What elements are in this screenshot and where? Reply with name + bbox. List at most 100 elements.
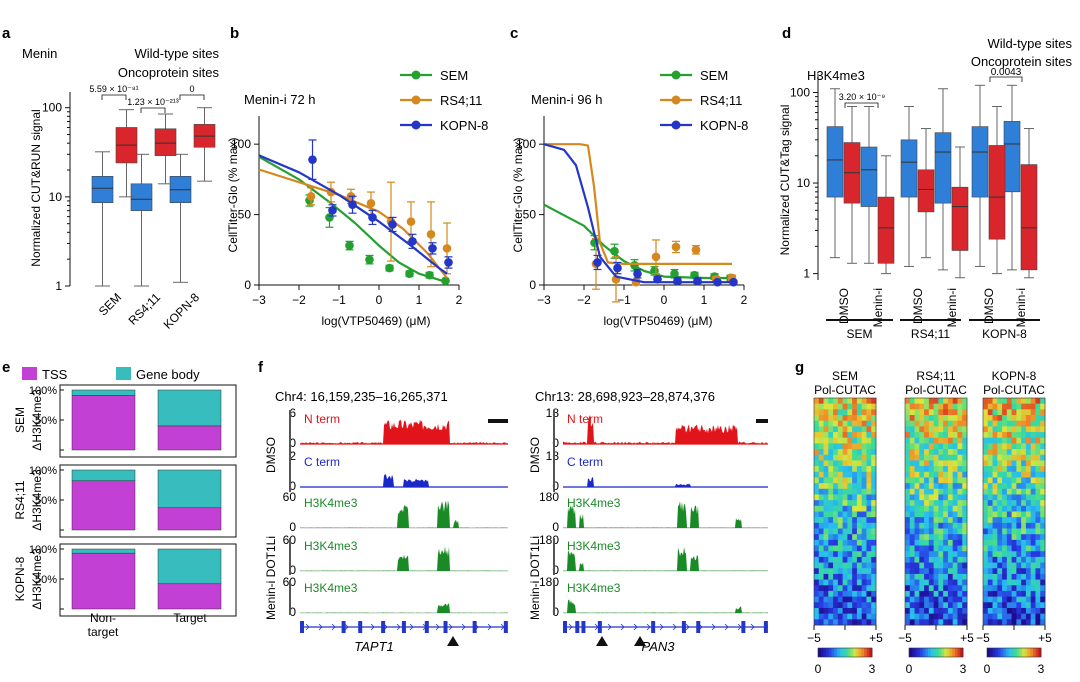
tss-marker-1-0	[596, 636, 608, 646]
heatmap-cell	[833, 398, 839, 405]
heatmap-cell	[847, 477, 853, 484]
heatmap-cell	[833, 460, 839, 467]
heatmap-cell	[947, 420, 954, 427]
heatmap-cell	[987, 517, 993, 524]
heatmap-cell	[905, 613, 911, 620]
heatmap-cell	[914, 562, 920, 569]
heatmap-xlabel-min-2: −5	[976, 631, 990, 645]
heatmap-cell	[823, 613, 829, 620]
heatmap-cell	[924, 534, 930, 541]
track-scale-1-0: 18	[546, 406, 560, 420]
heatmap-cell	[823, 539, 829, 546]
colorbar-segment	[869, 648, 873, 657]
heatmap-cell	[1040, 602, 1046, 609]
heatmap-cell	[905, 409, 911, 416]
heatmap-cell	[1040, 437, 1046, 444]
heatmap-cell	[1016, 500, 1022, 507]
b-point-rs4-11-0	[306, 191, 316, 201]
heatmap-cell	[818, 556, 824, 563]
heatmap-cell	[1025, 488, 1032, 495]
heatmap-cell	[1016, 505, 1022, 512]
heatmap-cell	[1006, 573, 1013, 580]
heatmap-cell	[1025, 466, 1032, 473]
heatmap-cell	[992, 539, 998, 546]
heatmap-cell	[962, 432, 968, 439]
heatmap-cell	[938, 596, 944, 603]
row-e-label-2: KOPN-8	[13, 556, 27, 601]
heatmap-cell	[938, 505, 944, 512]
track-zero-1-2: 0	[552, 520, 559, 534]
heatmap-cell	[828, 579, 834, 586]
heatmap-cell	[914, 403, 920, 410]
heatmap-cell	[1040, 432, 1046, 439]
heatmap-cell	[962, 534, 968, 541]
heatmap-cell	[823, 585, 829, 592]
heatmap-cell	[1002, 534, 1008, 541]
heatmap-cell	[842, 483, 848, 490]
heatmap-cell	[856, 607, 863, 615]
heatmap-cell	[823, 562, 829, 569]
heatmap-cell	[919, 528, 925, 535]
heatmap-cell	[957, 477, 963, 484]
heatmap-cell	[919, 551, 925, 558]
heatmap-cell	[861, 420, 867, 427]
heatmap-cell	[952, 573, 958, 580]
heatmap-cell	[856, 466, 863, 473]
heatmap-cell	[962, 585, 968, 592]
b-yticklabel-1: 50	[238, 208, 252, 222]
heatmap-cell	[957, 494, 963, 501]
heatmap-cell	[1021, 449, 1027, 456]
colorbar-segment	[941, 648, 945, 657]
heatmap-cell	[924, 415, 930, 422]
heatmap-cell	[905, 460, 911, 467]
heatmap-cell	[909, 511, 915, 518]
heatmap-cell	[919, 545, 925, 552]
heatmap-cell	[962, 602, 968, 609]
row-e-sublabel-0: ΔH3K4me3	[30, 389, 44, 451]
colorbar-segment	[842, 648, 846, 657]
heatmap-cell	[938, 579, 944, 586]
heatmap-cell	[852, 573, 858, 580]
heatmap-cell	[943, 596, 949, 603]
gene-exon-1-4	[651, 621, 656, 633]
heatmap-cell	[1021, 607, 1027, 615]
heatmap-cell	[1040, 596, 1046, 603]
heatmap-cell	[962, 471, 968, 478]
c-point-kopn-8-0	[593, 258, 602, 267]
heatmap-cell	[957, 415, 963, 422]
colorbar-segment	[919, 648, 923, 657]
heatmap-cell	[1030, 415, 1036, 422]
heatmap-cell	[866, 500, 872, 507]
heatmap-cell	[933, 528, 939, 535]
heatmap-cell	[987, 613, 993, 620]
heatmap-xlabel-min-0: −5	[807, 631, 821, 645]
heatmap-cell	[924, 579, 930, 586]
heatmap-cell	[852, 602, 858, 609]
heatmap-cell	[905, 619, 911, 626]
heatmap-cell	[938, 488, 944, 495]
heatmap-cell	[1030, 551, 1036, 558]
heatmap-cell	[847, 590, 853, 598]
heatmap-cell	[837, 454, 844, 461]
heatmap-cell	[847, 500, 853, 507]
heatmap-cell	[1011, 415, 1017, 422]
heatmap-cell	[992, 511, 998, 518]
heatmap-cell	[952, 477, 958, 484]
c-curve-kopn-8	[543, 143, 732, 284]
heatmap-cell	[1011, 539, 1017, 546]
heatmap-cell	[1002, 573, 1008, 580]
heatmap-cell	[837, 522, 844, 529]
heatmap-cell	[852, 409, 858, 416]
heatmap-cell	[847, 494, 853, 501]
track-label-0-1: C term	[304, 455, 340, 469]
heatmap-cell	[928, 579, 935, 586]
ticklabel-e-0-2: 100%	[29, 385, 57, 397]
heatmap-cell	[1021, 471, 1027, 478]
heatmap-cell	[1025, 556, 1032, 563]
heatmap-cell	[1011, 534, 1017, 541]
heatmap-cell	[997, 409, 1003, 416]
colorbar-segment	[1027, 648, 1031, 657]
heatmap-cell	[1040, 562, 1046, 569]
b-xticklabel-1: −2	[292, 293, 306, 307]
